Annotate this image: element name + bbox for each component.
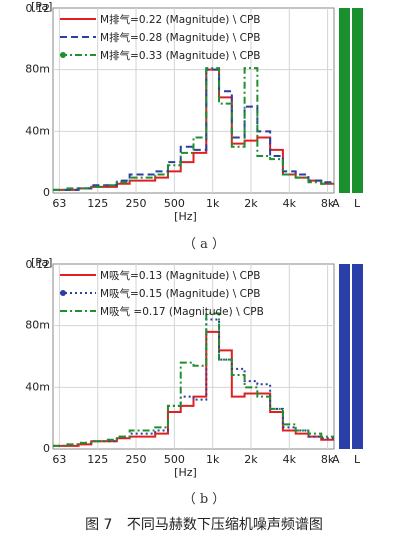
x-tick-label: 2k [244, 453, 258, 466]
x-axis-label: [Hz] [174, 466, 197, 479]
subfigure-caption-a: （ a ） [182, 237, 225, 252]
spectrum-chart-b-svg: 0 40m 80m 0.12 63 125 250 500 1k 2k 4k 8k [Pa] [Hz] A L… [25, 256, 363, 479]
x-tick-label: 1k [206, 197, 220, 210]
overall-label-L: L [354, 197, 361, 210]
x-axis-label: [Hz] [174, 210, 197, 223]
plot-area [52, 263, 335, 450]
x-tick-label: 63 [52, 197, 66, 210]
overall-label-A: A [332, 453, 340, 466]
overall-label-A: A [332, 197, 340, 210]
legend-label-3: M吸气 =0.17 (Magnitude) \ CPB [100, 305, 264, 318]
legend-label-1: M排气=0.22 (Magnitude) \ CPB [100, 13, 260, 26]
x-tick-label: 125 [87, 453, 108, 466]
legend-label-1: M吸气=0.13 (Magnitude) \ CPB [100, 269, 260, 282]
y-tick-label: 0.12 [26, 2, 51, 15]
spectrum-chart-b: 0 40m 80m 0.12 63 125 250 500 1k 2k 4k 8k [Pa] [Hz] A L… [0, 256, 408, 484]
y-tick-label: 40m [25, 124, 50, 137]
y-tick-label: 80m [25, 319, 50, 332]
overall-bar-L [352, 8, 363, 193]
y-axis-label: [Pa] [31, 256, 52, 269]
legend-marker-3 [60, 52, 66, 58]
x-tick-label: 250 [126, 453, 147, 466]
overall-bar-A [339, 264, 350, 449]
overall-label-L: L [354, 453, 361, 466]
y-tick-label: 0 [43, 186, 50, 199]
series-line-3 [53, 67, 334, 191]
subfigure-caption-b: （ b ） [182, 492, 226, 507]
legend-label-3: M排气=0.33 (Magnitude) \ CPB [100, 49, 260, 62]
x-tick-label: 63 [52, 453, 66, 466]
spectrum-chart-a-svg: 0 40m 80m 0.12 63 125 250 500 1k 2k 4k 8k [Pa] [Hz] A L… [25, 0, 363, 223]
legend-label-2: M吸气=0.15 (Magnitude) \ CPB [100, 287, 260, 300]
series-line-2 [53, 68, 334, 191]
x-tick-label: 2k [244, 197, 258, 210]
y-tick-label: 0.12 [26, 258, 51, 271]
series-line-3 [53, 312, 334, 447]
overall-bar-L [352, 264, 363, 449]
x-tick-label: 1k [206, 453, 220, 466]
x-tick-label: 500 [164, 197, 185, 210]
legend-label-2: M排气=0.28 (Magnitude) \ CPB [100, 31, 260, 44]
legend-marker-2 [60, 290, 66, 296]
figure-title: 不同马赫数下压缩机噪声频谱图 [126, 517, 323, 533]
x-tick-label: 250 [126, 197, 147, 210]
series-line-1 [53, 330, 334, 447]
y-tick-label: 80m [25, 63, 50, 76]
spectrum-chart-a: 0 40m 80m 0.12 63 125 250 500 1k 2k 4k 8k [Pa] [Hz] A L… [0, 0, 408, 228]
figure-caption: 图 7 不同马赫数下压缩机噪声频谱图 [0, 514, 408, 534]
x-tick-label: 8k [321, 453, 335, 466]
x-tick-label: 500 [164, 453, 185, 466]
x-tick-label: 8k [321, 197, 335, 210]
x-tick-label: 4k [283, 453, 297, 466]
y-tick-label: 0 [43, 442, 50, 455]
figure-number: 图 7 [85, 517, 113, 533]
y-axis-label: [Pa] [31, 0, 52, 13]
y-tick-label: 40m [25, 380, 50, 393]
x-tick-label: 4k [283, 197, 297, 210]
x-tick-label: 125 [87, 197, 108, 210]
overall-bar-A [339, 8, 350, 193]
